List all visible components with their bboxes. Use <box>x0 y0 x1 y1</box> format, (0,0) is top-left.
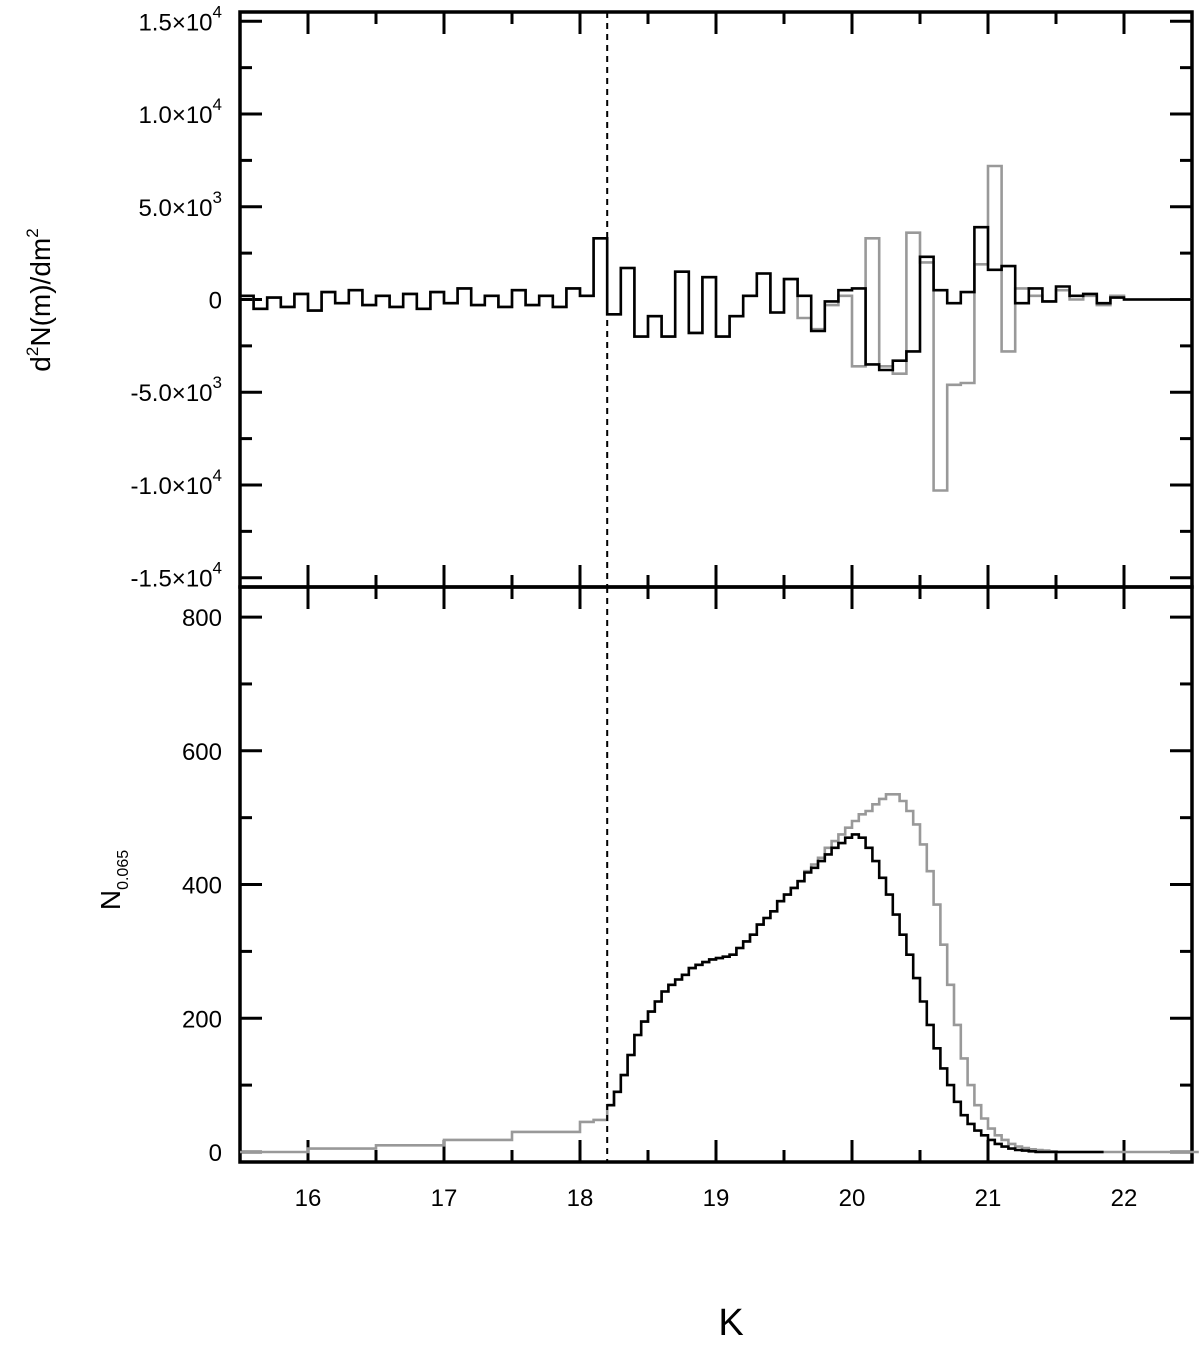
bottom-y-tick-labels: 0 200 400 600 800 <box>182 605 222 1167</box>
top-y-axis-label: d2N(m)/dm2 <box>23 228 56 371</box>
top-ylabel-base: d <box>25 356 56 372</box>
bottom-y-tick-label: 0 <box>209 1140 222 1167</box>
top-ylabel-mid: N(m)/dm <box>25 238 56 347</box>
top-y-tick-label: 1.5×104 <box>138 2 222 36</box>
top-y-tick-label: -1.0×104 <box>130 466 222 500</box>
top-y-tick-label: 1.0×104 <box>138 95 222 129</box>
y-tick-mantissa: -1.0×10 <box>130 473 212 500</box>
y-tick-exponent: 3 <box>213 188 222 207</box>
x-tick-labels: 16 17 18 19 20 21 22 <box>295 1185 1138 1212</box>
top-y-tick-label: 0 <box>209 288 222 315</box>
bottom-series <box>240 793 1199 1154</box>
bottom-y-tick-label: 600 <box>182 739 222 766</box>
top-panel: 1.5×1041.0×1045.0×1030-5.0×103-1.0×104-1… <box>23 2 1194 593</box>
x-axis-label: K <box>718 1302 743 1344</box>
y-tick-exponent: 3 <box>213 373 222 392</box>
y-tick-exponent: 4 <box>213 2 222 21</box>
x-tick-label: 16 <box>295 1185 322 1212</box>
bottom-y-tick-label: 200 <box>182 1006 222 1033</box>
bottom-y-axis-label: N0.065 <box>95 850 132 910</box>
bottom-ylabel-base: N <box>95 890 126 910</box>
y-tick-mantissa: 5.0×10 <box>138 195 212 222</box>
top-ylabel-sup2: 2 <box>23 228 42 237</box>
bottom-y-tick-label: 800 <box>182 605 222 632</box>
bottom-y-tick-label: 400 <box>182 873 222 900</box>
top-y-tick-labels: 1.5×1041.0×1045.0×1030-5.0×103-1.0×104-1… <box>130 2 222 592</box>
y-tick-mantissa: 0 <box>209 288 222 315</box>
bottom-series-black <box>607 833 1104 1154</box>
bottom-panel: 0 200 400 600 800 16 17 18 19 20 21 22 N0.065 K <box>95 585 1199 1344</box>
y-tick-exponent: 4 <box>213 95 222 114</box>
top-y-tick-label: 5.0×103 <box>138 188 222 222</box>
bottom-plot-frame <box>238 585 1194 1164</box>
y-tick-exponent: 4 <box>213 559 222 578</box>
top-series <box>240 164 1192 492</box>
y-tick-mantissa: 1.5×10 <box>138 9 212 36</box>
y-tick-mantissa: -5.0×10 <box>130 380 212 407</box>
y-tick-mantissa: 1.0×10 <box>138 102 212 129</box>
bottom-ylabel-sub: 0.065 <box>115 850 132 890</box>
y-tick-exponent: 4 <box>213 466 222 485</box>
top-y-tick-label: -1.5×104 <box>130 559 222 593</box>
bottom-ticks <box>238 587 1194 1162</box>
x-tick-label: 18 <box>567 1185 594 1212</box>
top-series-black <box>240 225 1192 372</box>
x-tick-label: 22 <box>1111 1185 1138 1212</box>
x-tick-label: 19 <box>703 1185 730 1212</box>
x-tick-label: 21 <box>975 1185 1002 1212</box>
y-tick-mantissa: -1.5×10 <box>130 566 212 593</box>
top-ylabel-sup1: 2 <box>23 347 42 356</box>
x-tick-label: 17 <box>431 1185 458 1212</box>
x-tick-label: 20 <box>839 1185 866 1212</box>
bottom-series-gray <box>240 793 1199 1154</box>
top-y-tick-label: -5.0×103 <box>130 373 222 407</box>
